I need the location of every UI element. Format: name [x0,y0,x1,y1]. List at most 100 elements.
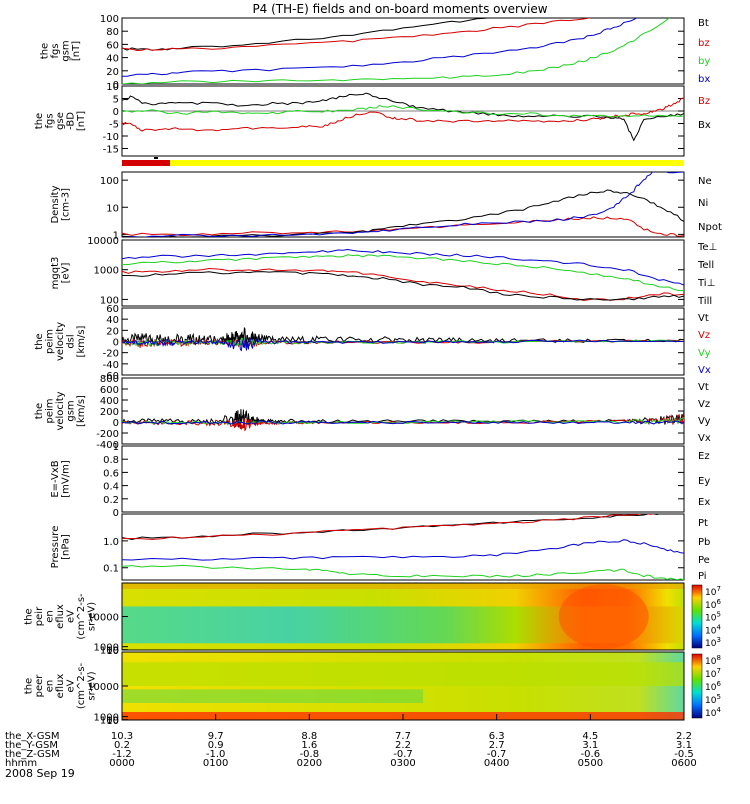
y-axis-label: thepeimvelocitygsm[km/s] [34,391,87,430]
x-tick-label: 0600 [671,758,696,769]
x-tick-label: 3.1 [676,740,692,751]
y-tick-label: -200 [96,429,119,440]
colorbar-label: 104 [705,623,721,636]
colorbar-label: 107 [705,667,721,680]
legend-vy-label: Vy [698,416,711,427]
legend-pt-label: Pt [698,518,708,529]
y-tick-label: 400 [100,396,119,407]
x-tick-label: 0000 [109,758,134,769]
y-tick-label: 60 [106,304,119,315]
y-tick-label: 10 [106,82,119,93]
x-tick-label: 4.5 [582,731,598,742]
colorbar-label: 108 [705,654,721,667]
y-axis-label: thepeerenefluxeV(cm^2-s-sr-eV) [24,662,98,709]
legend-ex-label: Ex [698,497,710,508]
y-tick-label: 5 [113,95,119,106]
x-tick-label: 0200 [297,758,322,769]
flag-bar [122,157,684,166]
series-velocity_dsl-3 [122,337,684,352]
y-tick-label: 100 [100,14,119,25]
legend-by-label: by [698,56,710,67]
y-tick-label: 10 [106,203,119,214]
x-axis-annotation: the_X-GSM 10.3 9.7 8.8 7.7 6.3 4.5 2.2 the_Y-GSM… [5,714,697,769]
colorbar-label: 105 [705,611,721,624]
series-pressure-1 [122,514,672,540]
y-tick-label: 40 [106,315,119,326]
y-tick-label: 0 [113,418,119,429]
x-tick-label: -0.6 [581,749,601,760]
legend-vz-label: Vz [698,399,710,410]
x-tick-label: 2.2 [395,740,411,751]
panel-frame [121,377,685,445]
series-fgs_gse-1 [122,92,684,142]
x-tick-label: -0.5 [674,749,694,760]
y-axis-label: thefgsgsm[nT] [39,40,82,61]
y-tick-label: 80 [106,27,119,38]
x-tick-label: 7.7 [395,731,411,742]
x-tick-label: 0100 [203,758,228,769]
y-tick-label: 200 [100,407,119,418]
x-axis-row-name: the_Y-GSM [5,740,58,751]
y-tick-label: 0 [113,338,119,349]
x-tick-label: -1.2 [112,749,132,760]
series-velocity_gsm-3 [122,420,684,425]
legend-pb-label: Pb [698,537,710,548]
x-axis-row-name: the_X-GSM [5,731,59,742]
x-tick-label: 8.8 [301,731,317,742]
series-pressure-3 [122,539,684,561]
series-temperature-3 [122,254,684,292]
legend-bx-label: Bx [698,120,711,131]
y-tick-label: 0.4 [103,482,119,493]
x-tick-label: 0.2 [114,740,130,751]
colorbar-label: 103 [705,636,721,649]
y-tick-label: 1000 [94,713,119,724]
legend-bt-label: Bt [698,18,709,29]
y-tick-label: 0.2 [103,495,119,506]
y-tick-label: 100 [100,646,119,657]
y-tick-label: 10 [106,716,119,727]
x-tick-label: 0300 [390,758,415,769]
panels: 020406080100thefgsgsm[nT]-15-10-50510the… [24,14,722,727]
heatmap-mid-band [122,662,684,686]
x-tick-label: 0.9 [208,740,224,751]
panel-efield: 0 0.2 0.4 0.6 0.8 1 E=-VxB[mV/m] [50,442,685,519]
series-density-0 [122,216,684,237]
series-density-2 [124,172,684,237]
date-label: 2008 Sep 19 [5,767,75,780]
legend-ez-label: Ez [698,451,710,462]
y-tick-label: -60 [103,371,119,382]
x-tick-label: 3.1 [582,740,598,751]
legend-vx-label: Vx [698,365,711,376]
y-tick-label: 0.8 [103,455,119,466]
x-tick-label: 10.3 [111,731,133,742]
y-tick-label: 800 [100,374,119,385]
legend-till-label: Till [697,296,712,307]
panel-density: 1 10 100 Density[cm-3] [50,171,685,241]
y-tick-label: 40 [106,54,119,65]
legend-pi-label: Pi [698,571,707,582]
panel-frame [121,171,685,238]
legend-vz-label: Vz [698,330,710,341]
series-temperature-1 [122,271,684,301]
x-tick-label: -1.0 [206,749,226,760]
y-tick-label: 0 [113,107,119,118]
legend-vt-label: Vt [698,382,709,393]
y-tick-label: -5 [109,120,119,131]
series-temperature-2 [122,248,684,286]
heatmap-top-band [122,583,684,589]
y-axis-label: Density[cm-3] [50,185,72,223]
y-tick-label: 1000 [94,643,119,654]
y-tick-label: -20 [103,349,119,360]
legend-vt-label: Vt [698,313,709,324]
y-tick-label: 0 [113,508,119,519]
y-tick-label: -10 [103,132,119,143]
y-axis-label: thepeirenefluxeV(cm^2-s-sr-eV) [24,593,98,640]
legend-bx-label: bx [698,74,710,85]
series-fgs_gsm-1 [122,18,591,52]
y-tick-label: 100 [100,716,119,727]
